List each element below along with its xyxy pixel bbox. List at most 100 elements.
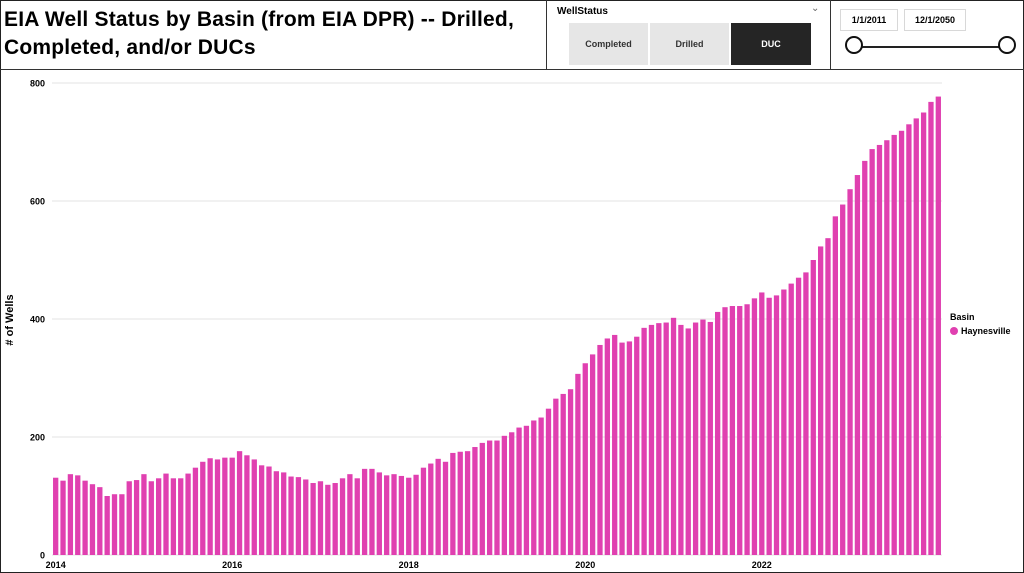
bar[interactable] [472,447,478,555]
bar[interactable] [148,481,154,555]
bar[interactable] [626,341,633,555]
bar[interactable] [141,474,147,555]
date-start-input[interactable]: 1/1/2011 [840,9,898,31]
bar[interactable] [178,478,184,555]
bar[interactable] [192,467,199,555]
bar[interactable] [884,140,890,555]
bar[interactable] [803,272,809,555]
bar[interactable] [89,484,96,555]
bar[interactable] [582,363,588,555]
bar[interactable] [759,292,765,555]
bar[interactable] [663,322,669,555]
bar[interactable] [347,474,353,555]
bar[interactable] [854,175,861,555]
bar[interactable] [119,494,125,555]
bar[interactable] [920,112,927,556]
bar[interactable] [619,342,625,555]
bar[interactable] [678,324,684,555]
bar[interactable] [281,472,287,555]
bar[interactable] [82,480,88,555]
bar[interactable] [75,475,81,555]
bar[interactable] [258,465,265,555]
bar[interactable] [670,317,677,555]
bar[interactable] [413,474,419,555]
bar[interactable] [737,306,743,555]
bar[interactable] [928,101,934,555]
bar[interactable] [516,427,522,555]
bar[interactable] [60,480,66,555]
bar[interactable] [406,477,412,555]
bar[interactable] [354,478,360,555]
slicer-option-duc[interactable]: DUC [731,23,811,65]
slicer-option-drilled[interactable]: Drilled [650,23,729,65]
bar[interactable] [428,463,434,555]
bar[interactable] [479,442,485,555]
bar[interactable] [744,304,750,555]
bar[interactable] [840,204,846,556]
bar[interactable] [229,457,235,555]
bar[interactable] [310,483,316,555]
bar[interactable] [391,474,397,555]
date-slider-track[interactable] [853,46,1008,48]
bar[interactable] [111,494,118,555]
bar[interactable] [898,130,905,555]
slicer-option-completed[interactable]: Completed [569,23,648,65]
bar[interactable] [656,323,662,555]
bar[interactable] [862,160,868,555]
bar[interactable] [67,474,74,555]
bar[interactable] [244,455,250,555]
bar[interactable] [457,451,463,555]
bar[interactable] [707,321,713,555]
bar[interactable] [464,451,471,555]
bar[interactable] [788,283,794,555]
bar[interactable] [295,477,302,555]
bar[interactable] [795,277,802,555]
bar[interactable] [722,307,728,555]
bar[interactable] [384,475,390,555]
legend-item-haynesville[interactable]: Haynesville [950,326,1011,336]
bar[interactable] [781,289,787,556]
bar[interactable] [817,246,824,555]
bar[interactable] [185,473,191,555]
bar[interactable] [531,420,537,555]
bar[interactable] [685,328,691,555]
bar[interactable] [589,354,596,555]
bar[interactable] [376,472,382,555]
bar[interactable] [891,134,897,556]
bar[interactable] [523,425,530,555]
bar[interactable] [634,336,640,555]
bar[interactable] [648,324,655,555]
bar[interactable] [869,149,875,555]
bar[interactable] [487,440,493,555]
bar[interactable] [325,484,331,555]
bar[interactable] [156,478,162,555]
bar[interactable] [53,477,59,555]
bar[interactable] [104,496,110,555]
bar[interactable] [251,459,257,555]
bar[interactable] [538,417,544,555]
bar[interactable] [332,483,338,555]
bar[interactable] [214,459,221,555]
date-slider-end-handle[interactable] [998,36,1016,54]
bar[interactable] [200,461,206,555]
bar[interactable] [450,452,456,555]
date-end-input[interactable]: 12/1/2050 [904,9,966,31]
bar[interactable] [560,393,566,555]
date-slider-start-handle[interactable] [845,36,863,54]
chevron-down-icon[interactable]: ⌄ [811,3,820,14]
bar[interactable] [126,481,132,555]
bar[interactable] [597,344,603,555]
bar[interactable] [222,457,228,555]
bar[interactable] [567,389,574,555]
bar[interactable] [729,306,736,555]
bar[interactable] [398,475,405,555]
bar[interactable] [553,398,559,555]
bar[interactable] [876,144,883,555]
bar[interactable] [825,238,831,556]
bar[interactable] [612,334,618,555]
bar[interactable] [273,471,279,555]
bar[interactable] [935,96,941,555]
bar[interactable] [751,298,758,555]
bar[interactable] [303,479,309,555]
bar[interactable] [501,435,508,555]
